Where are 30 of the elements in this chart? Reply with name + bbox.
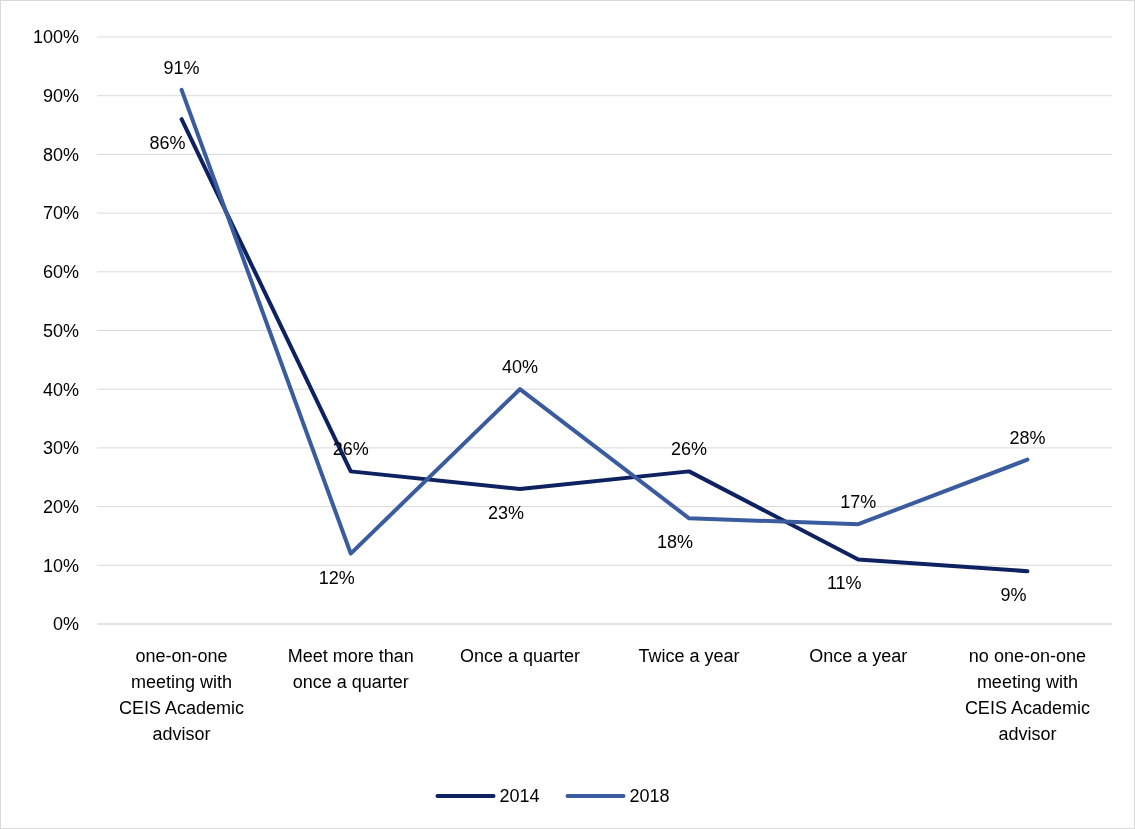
y-tick-label: 0% (52, 614, 79, 635)
x-tick-label: Meet more than once a quarter (287, 646, 414, 692)
y-tick-label: 20% (42, 496, 79, 517)
data-label: 17% (840, 492, 877, 513)
y-tick-label: 100% (32, 27, 79, 48)
data-label: 9% (1000, 585, 1027, 606)
data-label: 26% (671, 439, 708, 460)
data-label: 11% (826, 573, 862, 594)
data-label: 28% (1009, 427, 1046, 448)
x-tick-label: one-on-one meeting with CEIS Academic advisor (119, 646, 245, 744)
data-label: 12% (318, 567, 355, 588)
y-tick-label: 50% (42, 320, 79, 341)
x-tick-label: Twice a year (638, 646, 740, 666)
y-tick-label: 70% (42, 203, 79, 224)
y-tick-label: 90% (42, 86, 79, 106)
data-label: 18% (657, 532, 694, 553)
y-tick-label: 10% (42, 555, 79, 576)
data-label: 23% (487, 502, 524, 523)
data-label: 40% (501, 357, 538, 378)
x-tick-label: no one-on-one meeting with CEIS Academic advisor (964, 646, 1090, 744)
data-label: 86% (149, 133, 186, 154)
x-tick-label: Once a year (809, 646, 908, 666)
legend-label: 2018 (629, 786, 670, 807)
y-tick-label: 30% (42, 438, 79, 459)
y-tick-label: 40% (42, 379, 79, 400)
x-tick-label: Once a quarter (459, 646, 580, 666)
y-tick-label: 80% (42, 144, 79, 165)
y-tick-label: 60% (42, 262, 79, 283)
legend-label: 2014 (499, 786, 540, 807)
data-label: 91% (163, 57, 200, 78)
